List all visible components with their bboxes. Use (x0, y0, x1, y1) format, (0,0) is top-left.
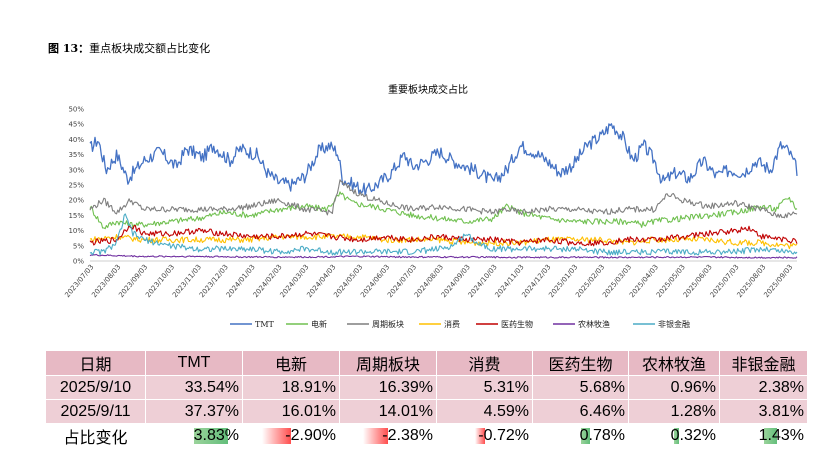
figure-label: 图 13： (48, 42, 90, 55)
table-row: 2025/9/10 33.54% 18.91% 16.39% 5.31% 5.68% 0.9… (45, 375, 808, 400)
table-cell: 1.28% (628, 399, 720, 424)
table-cell: 2025/9/11 (45, 399, 146, 424)
y-tick-label: 15% (68, 212, 84, 220)
y-tick-label: 10% (68, 227, 84, 235)
table-cell: 16.01% (242, 399, 340, 424)
table-header-cell: TMT (145, 350, 243, 376)
legend-label: 周期板块 (372, 319, 404, 329)
table-cell: 2.38% (719, 375, 808, 400)
table-header-cell: 医药生物 (532, 350, 629, 376)
series-line (89, 123, 798, 197)
legend-label: 医药生物 (501, 319, 533, 329)
change-value: 3.83% (193, 427, 239, 444)
legend-label: 电新 (311, 319, 327, 329)
table-cell: 14.01% (339, 399, 437, 424)
change-value: -0.72% (478, 427, 529, 444)
table-cell: 37.37% (145, 399, 243, 424)
table-header-cell: 周期板块 (339, 350, 437, 376)
series-line (89, 179, 798, 219)
table-header-cell: 消费 (436, 350, 533, 376)
table-row: 2025/9/11 37.37% 16.01% 14.01% 4.59% 6.46% 1.2… (45, 399, 808, 424)
table-body: 2025/9/10 33.54% 18.91% 16.39% 5.31% 5.68% 0.9… (45, 375, 808, 449)
series-line (89, 224, 798, 247)
y-tick-label: 20% (68, 197, 84, 205)
table-header-row: 日期 TMT 电新 周期板块 消费 医药生物 农林牧渔 非银金融 (45, 350, 808, 376)
figure-caption-text: 重点板块成交额占比变化 (89, 42, 211, 55)
table-cell: 0.96% (628, 375, 720, 400)
table-cell: 2025/9/10 (45, 375, 146, 400)
change-value: -2.38% (382, 427, 433, 444)
series-line (89, 253, 798, 259)
legend-label: TMT (255, 320, 275, 329)
table-cell: 18.91% (242, 375, 340, 400)
legend-label: 消费 (444, 319, 460, 329)
table-header-cell: 农林牧渔 (628, 350, 720, 376)
change-cell: 1.43% (719, 423, 808, 449)
change-cell: 0.32% (628, 423, 720, 449)
summary-table: 日期 TMT 电新 周期板块 消费 医药生物 农林牧渔 非银金融 2025/9/10 33.54… (45, 350, 808, 449)
table-header-cell: 电新 (242, 350, 340, 376)
chart-title: 重要板块成交占比 (388, 83, 468, 96)
figure-caption: 图 13：重点板块成交额占比变化 (48, 40, 210, 56)
table-cell: 5.68% (532, 375, 629, 400)
change-value: 1.43% (758, 427, 804, 444)
y-tick-label: 35% (68, 151, 84, 159)
table-header-cell: 非银金融 (719, 350, 808, 376)
y-tick-label: 25% (68, 182, 84, 190)
change-value: 0.78% (579, 427, 625, 444)
y-tick-label: 0% (73, 258, 84, 266)
table-cell: 5.31% (436, 375, 533, 400)
change-cell: -2.38% (339, 423, 437, 449)
x-axis-ticks: 2023/07/032023/08/032023/09/032023/10/03… (63, 263, 794, 299)
series-line (89, 213, 798, 256)
table-cell: 6.46% (532, 399, 629, 424)
change-cell: -0.72% (436, 423, 533, 449)
y-tick-label: 40% (68, 136, 84, 144)
y-tick-label: 30% (68, 166, 84, 174)
legend: TMT 电新 周期板块 消费 医药生物 农林牧渔 非银金融 (230, 319, 690, 329)
y-axis-ticks: 50% 45% 40% 35% 30% 25% 20% 15% 10% 5% 0% (68, 106, 84, 266)
series-line (89, 191, 798, 230)
table-header-cell: 日期 (45, 350, 146, 376)
legend-label: 非银金融 (658, 319, 690, 329)
table-cell: 16.39% (339, 375, 437, 400)
table-cell: 33.54% (145, 375, 243, 400)
change-row-label: 占比变化 (45, 423, 146, 449)
y-tick-label: 5% (73, 242, 84, 250)
change-value: 0.32% (670, 427, 716, 444)
line-chart: 重要板块成交占比 50% 45% 40% 35% 30% 25% 20% 15% 10% 5% 0%… (63, 83, 798, 329)
change-value: -2.90% (285, 427, 336, 444)
series-lines (89, 123, 798, 259)
legend-label: 农林牧渔 (578, 319, 610, 329)
change-row: 占比变化 3.83% -2.90% -2.38% -0.72% 0.78% 0.32% 1.4… (45, 423, 808, 449)
y-tick-label: 45% (68, 121, 84, 129)
change-cell: -2.90% (242, 423, 340, 449)
table-cell: 3.81% (719, 399, 808, 424)
change-cell: 0.78% (532, 423, 629, 449)
y-tick-label: 50% (68, 106, 84, 114)
table-cell: 4.59% (436, 399, 533, 424)
change-cell: 3.83% (145, 423, 243, 449)
